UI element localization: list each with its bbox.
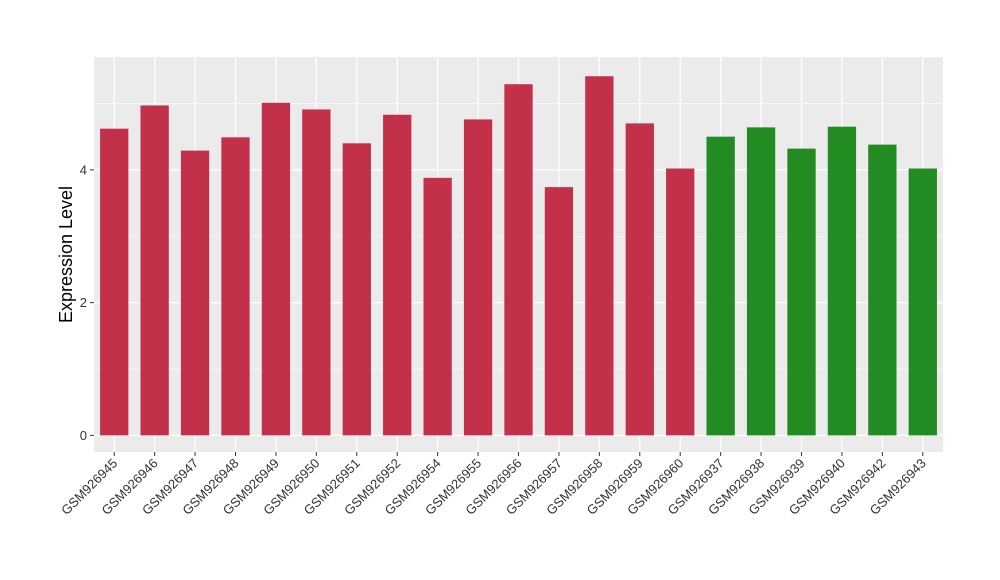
bars	[100, 76, 937, 436]
bar-GSM926937	[706, 136, 735, 436]
bar-GSM926959	[625, 123, 654, 436]
y-tick-label: 0	[80, 428, 87, 443]
y-tick-label: 4	[80, 162, 87, 177]
bar-GSM926940	[827, 126, 857, 436]
bar-GSM926939	[787, 148, 816, 436]
bar-GSM926957	[544, 187, 574, 436]
bar-GSM926948	[221, 137, 250, 436]
bar-GSM926947	[180, 150, 210, 436]
bar-GSM926952	[383, 114, 412, 436]
y-tick-label: 2	[80, 295, 87, 310]
bar-GSM926946	[140, 105, 169, 436]
bar-GSM926955	[463, 119, 493, 436]
bar-GSM926949	[261, 102, 291, 436]
bar-GSM926950	[302, 109, 331, 436]
bar-GSM926958	[585, 76, 614, 436]
x-axis: GSM926945GSM926946GSM926947GSM926948GSM9…	[58, 452, 929, 518]
bar-GSM926942	[868, 144, 897, 436]
bar-GSM926943	[908, 168, 937, 436]
bar-GSM926938	[746, 127, 776, 436]
bar-GSM926945	[100, 128, 129, 436]
bar-GSM926954	[423, 177, 452, 436]
bar-GSM926951	[342, 143, 371, 436]
y-axis: 0 2 4	[80, 162, 94, 443]
bar-GSM926960	[666, 168, 695, 436]
y-axis-title: Expression Level	[56, 186, 76, 323]
bar-GSM926956	[504, 84, 533, 436]
